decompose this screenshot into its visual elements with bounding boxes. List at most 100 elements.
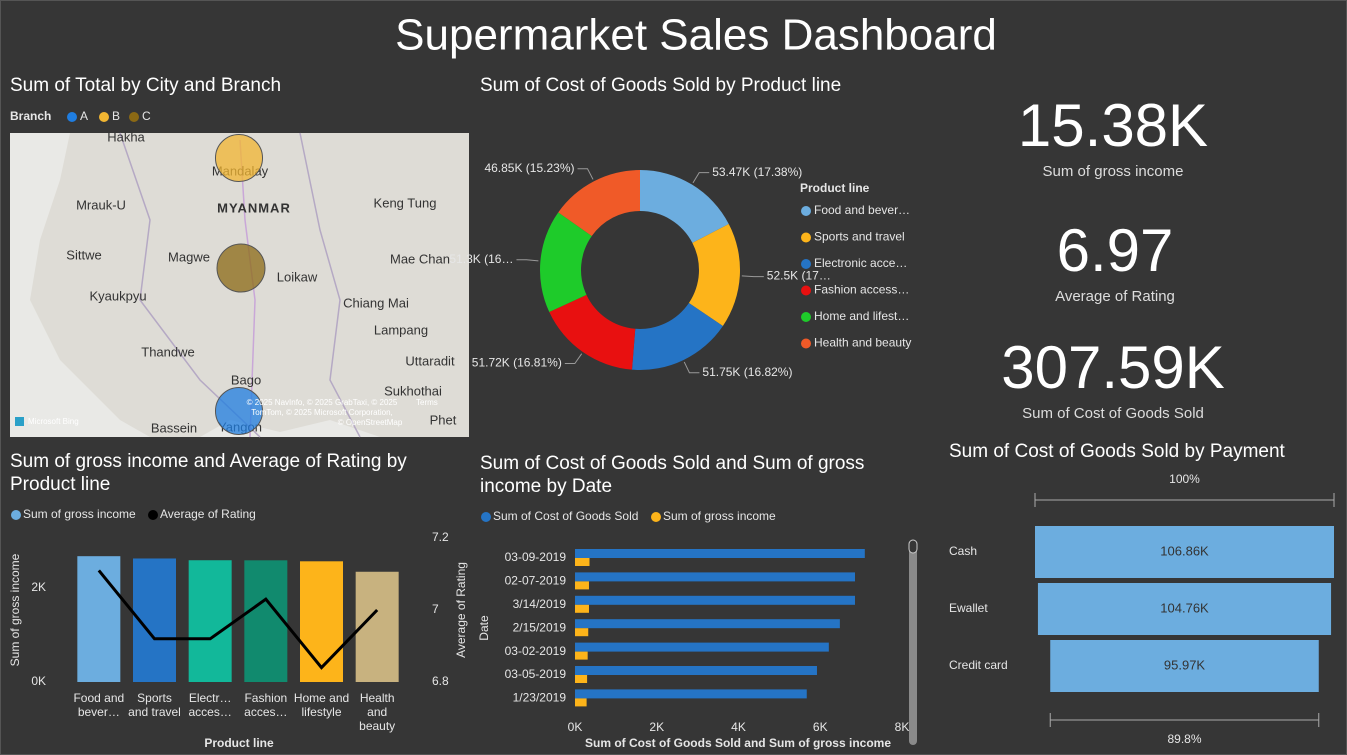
map-place: Kyaukpyu: [89, 288, 146, 303]
legend-swatch: [651, 512, 661, 522]
map-attribution: © 2025 NavInfo, © 2025 GrabTaxi, © 2025: [247, 398, 398, 407]
x-tick-label: Electr… acces…: [188, 691, 232, 719]
legend-label: Average of Rating: [160, 507, 256, 521]
map-place: Mrauk-U: [76, 197, 126, 212]
map-attribution: © OpenStreetMap: [338, 418, 403, 427]
donut-slice: [640, 169, 729, 243]
funnel-bar: [1050, 640, 1319, 692]
y2-tick-label: 6.8: [432, 674, 449, 688]
x-axis-title: Sum of Cost of Goods Sold and Sum of gro…: [585, 736, 891, 750]
text-box: Fashion acces…: [244, 691, 288, 719]
legend-label: Sum of Cost of Goods Sold: [493, 509, 638, 523]
chart-title: Sum of Cost of Goods Sold by Product lin…: [480, 75, 841, 96]
map-place: Magwe: [168, 249, 210, 264]
map-place: Hakha: [107, 129, 145, 144]
legend-label: B: [112, 109, 120, 123]
legend-title: Product line: [800, 181, 870, 195]
chart-title: Sum of Cost of Goods Sold and Sum of gro…: [480, 453, 865, 497]
legend-label: Sum of gross income: [23, 507, 136, 521]
bar: [575, 666, 817, 675]
bing-logo: [15, 417, 24, 426]
y-tick-label: 03-05-2019: [505, 667, 567, 681]
x-tick-label: Food and bever…: [73, 691, 125, 719]
y-tick-label: 02-07-2019: [505, 574, 567, 588]
legend-swatch: [801, 285, 811, 296]
y2-axis-title: Average of Rating: [454, 562, 468, 658]
map-border: [299, 132, 361, 438]
leader-line: [516, 259, 539, 262]
map-place: Sukhothai: [384, 383, 442, 398]
bar: [575, 642, 829, 652]
x-tick-label: Home and lifestyle: [293, 691, 350, 719]
category-label: Cash: [949, 544, 977, 558]
bar: [575, 558, 590, 566]
data-label: 106.86K: [1160, 543, 1209, 558]
category-label: Credit card: [949, 658, 1008, 672]
bar: [575, 651, 588, 660]
donut-slice: [549, 294, 636, 370]
leader-line: [683, 361, 700, 374]
data-label: 52.5K (17…: [767, 269, 831, 283]
text-box: Sum of gross income and Average of Ratin…: [10, 451, 407, 495]
legend-title: Branch: [10, 109, 51, 123]
dashboard-title: Supermarket Sales Dashboard: [395, 11, 997, 60]
text-box: Food and bever…: [73, 691, 125, 719]
text-box: Health and beauty: [359, 691, 395, 733]
legend-label: Health and beauty: [814, 336, 911, 350]
map-provider: Microsoft Bing: [28, 417, 79, 426]
legend-swatch: [801, 338, 811, 349]
donut-slice: [631, 303, 723, 370]
kpi-label: Sum of gross income: [1043, 163, 1184, 180]
y-axis-title: Date: [477, 615, 491, 641]
data-label: 51.3K (16…: [449, 252, 513, 266]
chart-title: Sum of gross income and Average of Ratin…: [10, 451, 407, 495]
kpi-label: Average of Rating: [1055, 288, 1175, 305]
scrollbar: [909, 540, 917, 745]
bar: [77, 556, 121, 682]
map-attribution: TomTom, © 2025 Microsoft Corporation,: [251, 408, 393, 417]
legend-label: Sports and travel: [814, 230, 905, 244]
y2-tick-label: 7: [432, 602, 439, 616]
chart-title: Sum of Cost of Goods Sold by Payment: [949, 441, 1286, 462]
x-tick-label: Fashion acces…: [244, 691, 288, 719]
map-place: Loikaw: [277, 269, 318, 284]
legend-label: Home and lifest…: [814, 309, 909, 323]
y-tick-label: 2/15/2019: [513, 620, 567, 634]
leader-line: [741, 275, 764, 278]
scrollbar-thumb: [908, 539, 918, 554]
leader-line: [692, 172, 710, 184]
data-label: 53.47K (17.38%): [712, 165, 802, 179]
legend-swatch: [801, 232, 811, 243]
category-label: Ewallet: [949, 601, 988, 615]
text-box: Home and lifestyle: [293, 691, 350, 719]
legend-label: Electronic acce…: [814, 256, 907, 270]
legend-swatch: [801, 312, 811, 322]
x-tick-label: 6K: [813, 720, 828, 734]
map-place: Phet: [430, 412, 457, 427]
y-tick-label: 03-02-2019: [505, 644, 567, 658]
map-place: Keng Tung: [374, 195, 437, 210]
line: [97, 569, 379, 670]
map-place: Chiang Mai: [343, 295, 409, 310]
funnel-bottom-label: 89.8%: [1167, 732, 1201, 746]
legend-label: C: [142, 109, 151, 123]
x-tick-label: 4K: [731, 720, 746, 734]
chart-title: Sum of Total by City and Branch: [10, 75, 281, 96]
data-label: 46.85K (15.23%): [484, 161, 574, 175]
bar: [575, 675, 588, 683]
x-tick-label: 2K: [649, 720, 664, 734]
kpi-value: 6.97: [1057, 217, 1174, 284]
bar: [244, 560, 288, 682]
x-tick-label: 0K: [568, 720, 583, 734]
legend-label: A: [80, 109, 88, 123]
kpi-value: 15.38K: [1018, 92, 1208, 159]
funnel-bar: [1037, 583, 1332, 635]
x-tick-label: Sports and travel: [128, 691, 181, 719]
bar: [575, 572, 855, 582]
map-place: MYANMAR: [217, 200, 291, 215]
legend-label: Sum of gross income: [663, 509, 776, 523]
kpi-label: Sum of Cost of Goods Sold: [1022, 405, 1204, 422]
bar: [188, 560, 232, 682]
